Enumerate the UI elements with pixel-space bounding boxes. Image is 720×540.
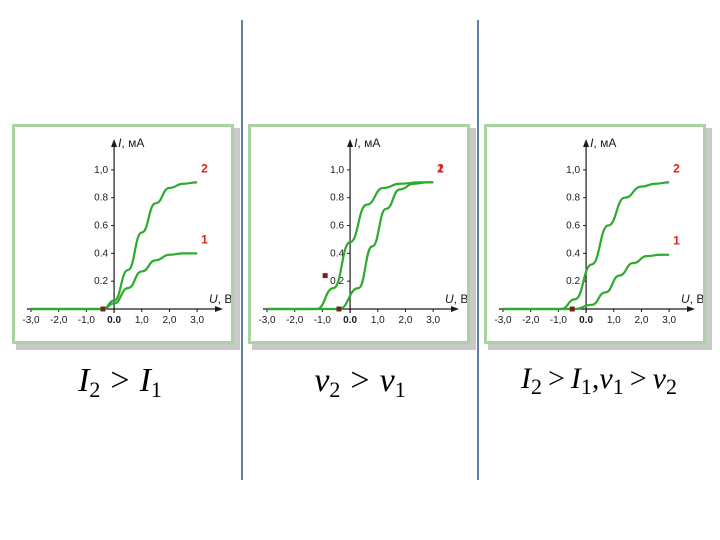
series-line-1 [31,252,198,311]
x-tick-label: 1,0 [135,315,149,326]
caption-frequency-comparison: ν2 > ν1 [314,362,406,402]
caption-current-comparison: I2 > I1 [78,362,162,402]
y-axis-label: I, мА [354,136,380,150]
iv-chart-3: -3,0 -2,0 -1,0 0.0 1,0 2,0 3,0 0.2 0.4 0.6 0.8 1,0 I… [494,136,703,326]
x-tick-label: 2,0 [163,315,177,326]
x-tick-label: 2,0 [635,315,649,326]
y-tick-label: 0.6 [566,221,580,232]
x-axis-unit: , B [690,292,703,306]
chart-panel-1: -3,0 -2,0 -1,0 0.0 1,0 2,0 3,0 0.2 0.4 0.6 0.8 1,0 I… [12,124,234,344]
iv-chart-1: -3,0 -2,0 -1,0 0.0 1,0 2,0 3,0 0.2 0.4 0.6 0.8 1,0 I… [22,136,231,326]
iv-chart-2: -3,0 -2,0 -1,0 0.0 1,0 2,0 3,00.20.40.60.81,0I… [258,136,467,326]
y-axis-arrow [111,139,118,147]
x-tick-label: -3,0 [22,315,40,326]
x-tick-label: 1,0 [371,315,385,326]
x-tick-label: -1,0 [314,315,332,326]
x-tick-label: 3,0 [190,315,204,326]
x-tick-label: -3,0 [258,315,276,326]
x-tick-label: 3,0 [426,315,440,326]
series-line-1 [267,181,434,311]
series-label: 2 [673,161,680,175]
series-label: 2 [437,161,444,175]
x-tick-label: 0.0 [107,315,121,326]
series-line-2 [267,181,434,311]
series-line-1 [503,253,670,311]
y-axis-label: I, мА [118,136,144,150]
x-axis-arrow [215,306,223,312]
y-tick-label: 1,0 [94,165,108,176]
y-tick-label: 0.4 [566,248,580,259]
y-axis-unit: , мА [357,136,380,150]
y-tick-label: 0.8 [566,193,580,204]
chart-panel-3: -3,0 -2,0 -1,0 0.0 1,0 2,0 3,0 0.2 0.4 0.6 0.8 1,0 I… [484,124,706,344]
x-tick-label: -2,0 [286,315,304,326]
x-tick-label: 3,0 [662,315,676,326]
series-line-2 [503,181,670,311]
x-tick-label: 0.0 [579,315,593,326]
series-label: 1 [673,234,680,248]
x-tick-label: -2,0 [50,315,68,326]
y-tick-label: 0.2 [566,276,580,287]
x-tick-label: 0.0 [343,315,357,326]
y-axis-unit: , мА [593,136,616,150]
y-tick-label: 0.4 [94,248,108,259]
y-tick-label: 0.8 [330,193,344,204]
series-label: 1 [437,161,444,175]
y-axis-var: I [354,136,358,150]
data-marker [100,306,106,312]
y-axis-arrow [583,139,590,147]
y-tick-label: 0.8 [94,193,108,204]
chart-panel-2: -3,0 -2,0 -1,0 0.0 1,0 2,0 3,0 0.2 0.4 0.6 0.8 1,0 I… [248,124,470,344]
y-axis-var: I [590,136,594,150]
x-tick-label: -2,0 [522,315,540,326]
y-tick-label: 0.4 [330,248,344,259]
y-tick-label: 1,0 [330,165,344,176]
data-marker [322,273,328,279]
y-axis-arrow [347,139,354,147]
x-tick-label: -3,0 [494,315,512,326]
x-axis-label: U, B [209,292,231,306]
divider-left [241,20,243,480]
series-label: 1 [201,232,208,246]
x-tick-label: -1,0 [78,315,96,326]
x-tick-label: -1,0 [550,315,568,326]
x-axis-unit: , B [454,292,467,306]
y-axis-unit: , мА [121,136,144,150]
data-marker [569,306,575,312]
y-tick-label: 0.6 [330,221,344,232]
x-tick-label: 2,0 [399,315,413,326]
y-axis-var: I [118,136,122,150]
y-tick-label: 0.2 [94,276,108,287]
x-axis-label: U, B [681,292,703,306]
x-axis-arrow [687,306,695,312]
x-axis-label: U, B [445,292,467,306]
x-tick-label: 1,0 [607,315,621,326]
x-axis-unit: , B [218,292,231,306]
caption-combined-comparison: I2 > I1,ν1 > ν2 [521,362,677,399]
y-tick-label: 1,0 [566,165,580,176]
data-marker [336,306,342,312]
y-axis-label: I, мА [590,136,616,150]
series-label: 2 [201,161,208,175]
y-tick-label: 0.6 [94,221,108,232]
x-axis-arrow [451,306,459,312]
divider-right [477,20,479,480]
x-axis-var: U [445,292,454,306]
x-axis-var: U [209,292,218,306]
x-axis-var: U [681,292,690,306]
